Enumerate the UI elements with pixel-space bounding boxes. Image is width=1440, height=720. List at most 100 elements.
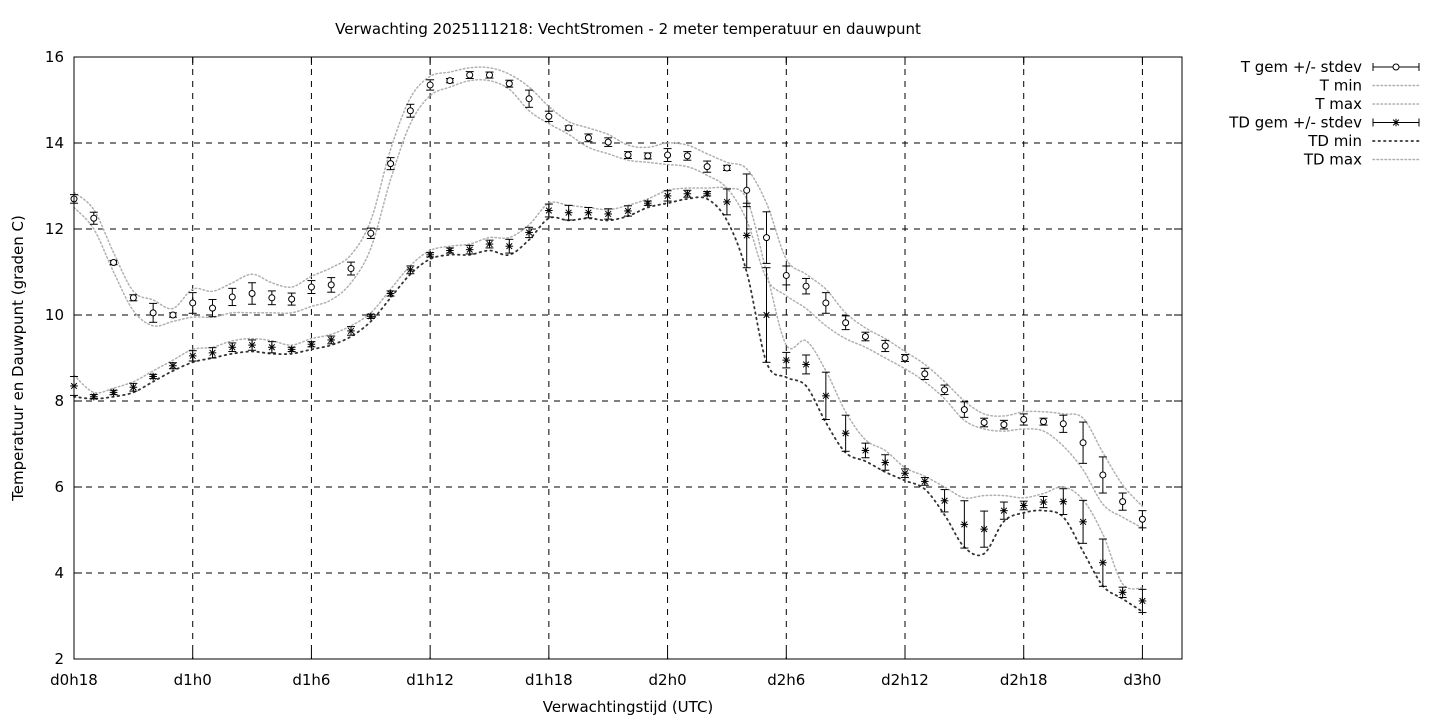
td-gem-point: [683, 189, 692, 198]
star-stroke: [961, 521, 968, 528]
td-gem-point: [248, 341, 256, 349]
legend-label: TD max: [1303, 151, 1362, 169]
t-gem-point: [248, 290, 256, 297]
star-stroke: [387, 290, 394, 297]
star-stroke: [506, 242, 513, 250]
star-stroke: [347, 327, 355, 335]
star-stroke: [446, 247, 454, 254]
t-gem-point: [426, 81, 434, 89]
y-axis-label: Temperatuur en Dauwpunt (graden C): [9, 215, 27, 502]
td-gem-point: [1099, 558, 1107, 567]
y-tick-label: 10: [45, 306, 64, 324]
t-gem-point: [189, 299, 197, 307]
t-gem-point: [565, 124, 573, 132]
legend-label: T min: [1319, 77, 1362, 95]
td-gem-point: [663, 192, 672, 200]
t-gem-point: [1000, 421, 1008, 429]
x-tick-label: d2h18: [1000, 671, 1048, 689]
star-stroke: [901, 470, 909, 477]
star-stroke: [229, 344, 236, 351]
td-gem-point: [703, 189, 711, 198]
star-stroke: [248, 341, 256, 349]
t-gem-point: [446, 77, 454, 85]
t-gem-point: [505, 80, 513, 88]
y-tick-label: 12: [45, 220, 64, 238]
td-gem-point: [564, 208, 573, 217]
series-line-t-min: [73, 78, 1144, 529]
t-gem-point: [169, 311, 177, 319]
star-stroke: [268, 344, 276, 351]
star-stroke: [209, 349, 216, 357]
td-gem-point: [841, 429, 850, 438]
td-gem-point: [287, 345, 296, 354]
td-gem-point: [109, 388, 118, 397]
t-gem-point: [327, 281, 335, 289]
t-gem-point: [1119, 498, 1127, 506]
t-gem-point: [406, 107, 414, 115]
star-stroke: [763, 311, 770, 319]
t-gem-point: [486, 71, 493, 79]
t-gem-series: [70, 71, 1147, 529]
td-gem-point: [89, 392, 98, 401]
star-stroke: [130, 384, 137, 391]
star-stroke: [1020, 502, 1027, 509]
x-tick-label: d1h18: [525, 671, 573, 689]
star-stroke: [169, 362, 177, 369]
td-gem-point: [920, 477, 929, 486]
plot-frame: [73, 56, 1183, 660]
t-gem-point: [604, 138, 612, 146]
axis-layer: d0h18 d1h0 d1h6 d1h12 d1h18 d2h0 d2h6 d2h12 d2h1…: [45, 48, 1182, 689]
x-tick-label: d2h12: [881, 671, 929, 689]
td-gem-point: [505, 242, 514, 250]
td-gem-point: [327, 336, 336, 344]
t-gem-point: [1040, 418, 1047, 426]
td-gem-point: [1079, 518, 1087, 526]
t-gem-point: [307, 283, 315, 291]
star-stroke: [980, 525, 988, 533]
star-stroke: [1119, 589, 1126, 596]
star-stroke: [743, 232, 750, 239]
star-stroke: [644, 199, 651, 207]
star-stroke: [783, 356, 790, 364]
y-tick-label: 16: [45, 48, 64, 66]
star-stroke: [882, 459, 889, 466]
t-gem-point: [129, 294, 137, 302]
t-gem-point: [802, 282, 810, 290]
star-stroke: [1040, 498, 1047, 506]
chart-title: Verwachting 2025111218: VechtStromen - 2…: [335, 20, 921, 38]
td-gem-point: [307, 340, 316, 349]
t-gem-point: [822, 299, 830, 307]
x-tick-label: d2h0: [649, 671, 687, 689]
star-stroke: [110, 389, 117, 396]
t-gem-point: [209, 304, 216, 312]
star-stroke: [664, 192, 671, 200]
star-stroke: [822, 392, 830, 400]
td-gem-point: [1138, 597, 1147, 605]
td-gem-point: [782, 356, 791, 364]
legend-label: T max: [1314, 95, 1362, 113]
star-stroke: [426, 251, 434, 259]
t-gem-point: [703, 163, 711, 171]
td-gem-point: [901, 469, 909, 478]
t-gem-point: [842, 319, 850, 327]
x-tick-label: d2h6: [767, 671, 805, 689]
x-tick-label: d0h18: [50, 671, 98, 689]
star-stroke: [328, 336, 335, 344]
x-tick-label: d1h6: [292, 671, 330, 689]
y-tick-label: 4: [54, 564, 64, 582]
t-gem-point: [288, 295, 296, 303]
x-tick-label: d1h12: [406, 671, 454, 689]
td-gem-point: [624, 207, 632, 215]
star-stroke: [1392, 119, 1400, 126]
td-gem-point: [485, 240, 494, 248]
td-gem-point: [1039, 498, 1048, 506]
t-gem-point: [960, 406, 968, 414]
t-gem-point: [1079, 439, 1087, 447]
t-gem-point: [110, 259, 118, 267]
star-stroke: [149, 373, 157, 380]
series-line-t-max: [73, 66, 1144, 508]
star-stroke: [367, 313, 374, 320]
t-gem-point: [624, 151, 632, 159]
td-gem-point: [386, 289, 395, 298]
y-tick-label: 2: [54, 650, 64, 668]
